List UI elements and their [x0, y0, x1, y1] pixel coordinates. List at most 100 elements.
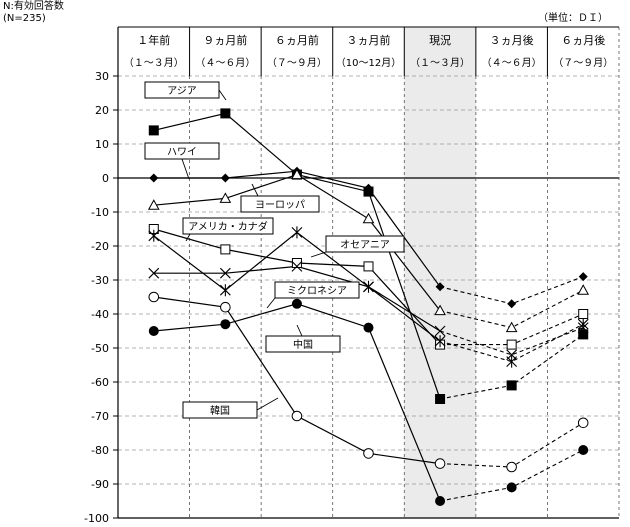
data-point — [434, 325, 446, 337]
callout-box — [182, 217, 274, 235]
y-tick-label: -20 — [91, 240, 109, 253]
x-category-label: 現況 — [429, 33, 451, 47]
data-point — [577, 322, 589, 333]
callout-leader-line — [256, 397, 279, 411]
data-point — [435, 282, 445, 292]
data-point — [506, 349, 518, 361]
data-point — [435, 496, 446, 506]
y-tick-label: -100 — [84, 512, 109, 525]
data-point — [435, 394, 446, 404]
y-tick-label: -30 — [91, 274, 109, 287]
y-tick-label: 0 — [102, 172, 109, 185]
data-point — [291, 226, 303, 239]
x-category-period-label: （４～６月） — [195, 57, 255, 69]
data-point — [434, 458, 446, 469]
data-point — [506, 339, 517, 350]
sample-size-label: (N=235) — [3, 13, 46, 24]
data-point — [291, 410, 303, 422]
x-category-period-label: （４～６月） — [482, 57, 542, 69]
y-tick-label: -10 — [91, 206, 109, 219]
callout-box — [240, 195, 320, 213]
data-point — [148, 291, 160, 303]
callout-box — [325, 235, 405, 253]
data-point — [362, 212, 375, 224]
data-point — [507, 299, 517, 309]
x-category-period-label: （１～３月） — [410, 57, 470, 69]
data-point — [506, 461, 517, 473]
data-point — [363, 322, 374, 333]
data-point — [505, 321, 518, 333]
data-point — [220, 173, 230, 183]
y-tick-label: 30 — [95, 70, 109, 83]
data-point — [220, 244, 231, 255]
callout-leader-line — [310, 251, 327, 258]
data-point — [363, 261, 374, 272]
y-tick-label: -60 — [91, 376, 109, 389]
unit-label: （単位：ＤＩ） — [538, 13, 608, 24]
data-point — [506, 482, 517, 493]
callout-leader-line — [181, 158, 190, 180]
series-label: ミクロネシア — [287, 285, 347, 297]
x-category-label: １年前 — [137, 33, 170, 47]
x-category-period-label: （７～９月） — [553, 57, 613, 69]
series-label: 中国 — [293, 338, 313, 351]
data-point — [148, 125, 159, 136]
data-point — [506, 380, 517, 391]
callout-box — [144, 81, 220, 99]
data-point — [148, 229, 160, 242]
x-category-label: ３ヵ月後 — [490, 33, 534, 47]
x-category-label: ６ヵ月後 — [561, 33, 605, 47]
sample-note-label: N:有効回答数 — [3, 1, 64, 12]
y-tick-label: -40 — [91, 308, 109, 321]
data-point — [434, 304, 446, 316]
y-tick-label: -70 — [91, 410, 109, 423]
data-point — [219, 267, 231, 279]
data-point — [148, 267, 160, 279]
series-line-forecast — [439, 327, 584, 356]
data-point — [434, 335, 446, 348]
y-tick-label: -50 — [91, 342, 109, 355]
callout-box — [182, 401, 258, 419]
data-point — [219, 192, 232, 203]
data-point — [148, 326, 159, 336]
data-point — [219, 284, 231, 297]
x-category-period-label: （10～12月） — [336, 57, 401, 69]
data-point — [578, 309, 589, 319]
series-label: オセアニア — [340, 239, 390, 251]
x-category-label: ９ヵ月前 — [203, 33, 247, 47]
series-label: アジア — [167, 86, 197, 97]
data-point — [578, 445, 589, 455]
callout-leader-line — [296, 324, 303, 337]
x-category-label: ６ヵ月前 — [275, 33, 319, 47]
data-point — [578, 272, 588, 282]
callout-box — [265, 335, 341, 353]
data-point — [577, 417, 589, 429]
callout-leader-line — [251, 183, 259, 197]
callout-leader-line — [218, 89, 227, 101]
data-point — [291, 258, 302, 268]
series-label: ハワイ — [167, 147, 197, 158]
data-point — [147, 199, 160, 210]
series-label: ヨーロッパ — [255, 199, 305, 211]
series-line-actual — [153, 296, 441, 465]
y-tick-label: 10 — [95, 138, 109, 151]
x-category-period-label: （７～９月） — [267, 57, 327, 69]
data-point — [363, 448, 374, 459]
data-point — [291, 261, 303, 272]
callout-leader-line — [185, 233, 191, 242]
series-label: 韓国 — [210, 405, 230, 417]
callout-leader-line — [266, 297, 276, 309]
data-point — [578, 329, 589, 340]
data-point — [220, 301, 231, 313]
data-point — [363, 281, 374, 293]
callout-box — [144, 142, 220, 160]
x-category-period-label: （１～３月） — [124, 57, 184, 69]
data-point — [364, 183, 373, 193]
y-tick-label: -80 — [91, 444, 109, 457]
callout-box — [274, 281, 360, 299]
data-point — [220, 319, 231, 330]
current-period-band — [404, 27, 476, 518]
data-point — [220, 108, 231, 119]
x-category-label: ３ヵ月前 — [347, 33, 391, 47]
